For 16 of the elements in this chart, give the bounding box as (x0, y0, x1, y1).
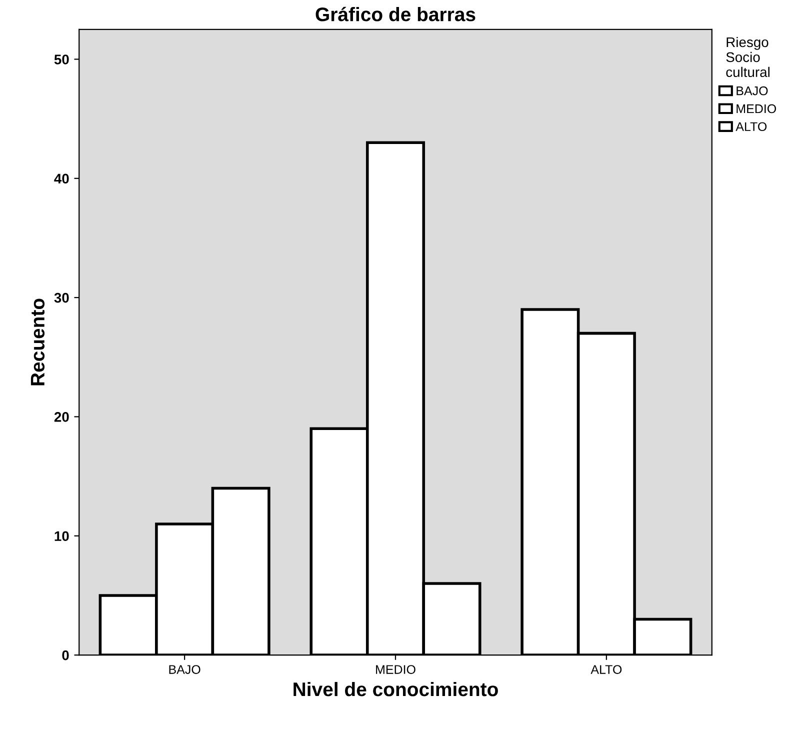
legend-label: MEDIO (736, 104, 776, 114)
x-axis-title: Nivel de conocimiento (294, 682, 498, 696)
y-axis-title: Recuento (30, 298, 45, 386)
legend-label: BAJO (736, 86, 768, 96)
y-tick-label: 40 (54, 174, 69, 184)
x-tick-label: MEDIO (376, 665, 416, 674)
y-tick-label: 0 (62, 650, 69, 660)
y-tick-label: 50 (54, 54, 69, 64)
y-tick-label: 20 (54, 412, 69, 422)
x-tick-label: BAJO (169, 665, 200, 674)
y-tick-label: 30 (54, 292, 69, 303)
chart-title: Gráfico de barras (316, 6, 476, 22)
x-tick-label: ALTO (590, 665, 622, 674)
legend-label: ALTO (736, 122, 767, 132)
y-tick-label: 10 (54, 531, 69, 542)
legend-title: Riesgo Socio cultural (726, 36, 770, 78)
